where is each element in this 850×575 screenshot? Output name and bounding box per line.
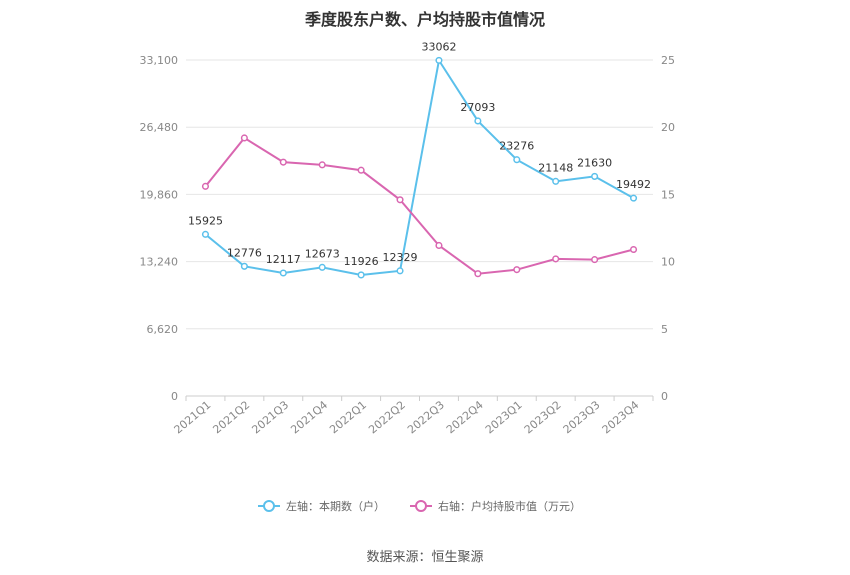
x-axis-tick-label: 2022Q1 [327,398,369,436]
x-axis-tick-label: 2022Q4 [444,398,486,436]
series-line-1 [204,57,635,276]
data-point [357,166,365,174]
series-line-2 [204,136,634,275]
left-axis-tick-label: 6,620 [147,323,179,336]
data-point [240,262,248,270]
data-label: 12329 [383,251,418,264]
data-point [279,158,287,166]
x-axis-tick-label: 2021Q3 [249,398,291,436]
data-label: 19492 [616,178,651,191]
x-axis-tick-label: 2023Q3 [561,398,603,436]
data-point [629,245,638,254]
x-axis-tick-label: 2021Q1 [172,398,214,436]
data-label: 15925 [188,214,223,227]
data-label: 11926 [344,255,379,268]
data-point [591,256,599,264]
data-label: 12117 [266,253,301,266]
left-axis-tick-label: 0 [171,390,178,403]
data-point [474,270,482,278]
right-axis-tick-label: 15 [661,188,675,201]
data-label: 12776 [227,246,262,259]
x-axis-tick-label: 2022Q2 [366,398,408,436]
data-point [318,263,326,271]
legend-label: 右轴：户均持股市值（万元） [438,499,581,513]
data-point [318,161,326,169]
x-axis-tick-label: 2021Q2 [211,398,253,436]
x-axis-tick-label: 2021Q4 [288,398,330,436]
legend-marker [263,500,275,512]
right-axis-tick-label: 0 [661,390,668,403]
left-axis-tick-label: 13,240 [140,256,179,269]
left-axis-tick-label: 26,480 [140,121,179,134]
data-label: 27093 [460,101,495,114]
data-label: 21148 [538,161,573,174]
data-label: 21630 [577,156,612,169]
legend-label: 左轴：本期数（户） [286,499,385,513]
right-axis-tick-label: 5 [661,323,668,336]
data-label: 33062 [421,40,456,53]
data-point [513,266,521,274]
left-axis-tick-label: 33,100 [140,54,179,67]
right-axis-tick-label: 10 [661,256,675,269]
data-point [435,56,443,64]
x-axis-tick-label: 2023Q4 [600,398,642,436]
data-point [552,255,560,263]
x-axis-tick-label: 2023Q2 [522,398,564,436]
left-axis-tick-label: 19,860 [140,188,179,201]
data-point [396,267,404,275]
x-axis-tick-label: 2022Q3 [405,398,447,436]
x-axis-tick-label: 2023Q1 [483,398,525,436]
data-label: 23276 [499,140,534,153]
data-point [552,177,560,185]
chart-title: 季度股东户数、户均持股市值情况 [304,10,545,29]
data-point [279,269,287,277]
right-axis-tick-label: 20 [661,121,675,134]
data-point [396,196,404,204]
data-point [629,194,638,202]
data-point [435,241,443,250]
data-point [513,156,521,164]
data-source: 数据来源：恒生聚源 [366,550,484,565]
data-point [201,230,210,238]
data-label: 12673 [305,247,340,260]
data-point [474,117,482,125]
data-point [240,134,248,142]
data-point [591,172,599,180]
legend-marker [415,500,427,512]
right-axis-tick-label: 25 [661,54,675,67]
data-point [201,182,210,190]
data-point [357,271,365,279]
